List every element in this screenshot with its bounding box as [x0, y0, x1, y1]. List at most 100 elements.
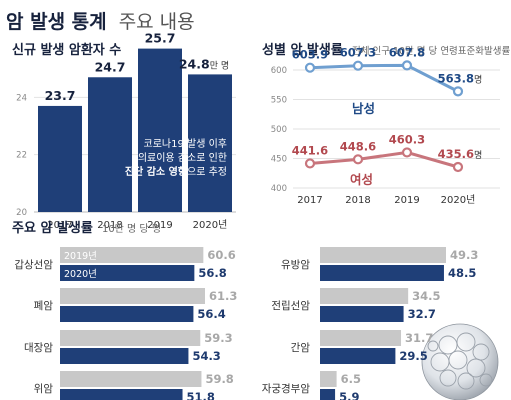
chart1-x-labels: 2017 2018 2019 2020년 [47, 219, 227, 231]
chart3-right-bars: 유방암 49.3 48.5 전립선암 34.5 32.7 간암 31.7 29.5 자궁경부암 6.… [262, 247, 478, 400]
chart2-value-label: 607.8 [389, 45, 425, 59]
bar-2019 [320, 247, 446, 263]
bar-2020 [60, 306, 194, 322]
chart2-y-tick: 500 [271, 125, 287, 135]
chart1-y-tick: 20 [16, 208, 27, 218]
chart2-title-block: 성별 암 발생률 전체 인구 10만 명 당 연령표준화발생률 [262, 42, 511, 58]
chart2-x-label: 2017 [297, 195, 322, 206]
bar-2020 [320, 389, 336, 400]
value-label-2019: 60.6 [207, 248, 235, 262]
chart1-annotation: 코로나19 발생 이후 의료이용 감소로 인한 진단 감소 영향으로 추정 [125, 138, 227, 178]
chart1-y-ticks: 20 22 24 [16, 93, 27, 218]
chart2-title: 성별 암 발생률 [262, 42, 343, 58]
chart1-title: 신규 발생 암환자 수 [12, 42, 121, 58]
value-label-2019: 59.3 [204, 331, 232, 345]
value-label-2020: 56.4 [197, 307, 225, 321]
chart2-point [352, 154, 364, 165]
category-label: 폐암 [34, 300, 54, 312]
value-label-2019: 34.5 [412, 289, 440, 303]
chart1-bars [38, 48, 232, 213]
chart2-point [352, 60, 364, 71]
chart3-subtitle: 10만 명 당 명 [102, 223, 161, 235]
bar-2019 [60, 247, 204, 263]
bar-2019 [320, 330, 402, 346]
category-label: 간암 [291, 342, 311, 354]
category-label: 갑상선암 [14, 259, 53, 271]
chart2-value-label: 460.3 [389, 132, 425, 146]
chart2-series-name: 여성 [350, 172, 373, 187]
chart2-x-label: 2018 [345, 195, 370, 206]
chart1-x-label: 2018 [97, 220, 122, 231]
page-title: 암 발생 통계 주요 내용 [6, 11, 195, 33]
chart1-value-label: 24.7 [95, 59, 126, 74]
bar-2020 [320, 306, 404, 322]
value-label-2019: 59.8 [205, 372, 233, 386]
value-label-2020: 51.8 [187, 390, 215, 400]
chart2-value-label: 448.6 [340, 139, 376, 153]
chart1-y-tick: 24 [16, 93, 27, 103]
chart3-title: 주요 암 발생률 [12, 220, 93, 236]
chart2-value-label: 435.6명 [438, 147, 483, 161]
chart1-x-label: 2017 [47, 220, 72, 231]
value-label-2019: 6.5 [341, 372, 361, 386]
chart2-y-ticks: 400 450 500 550 600 [271, 66, 287, 194]
bar-2020 [60, 348, 189, 364]
chart2-value-label: 607.3 [340, 46, 376, 60]
chart1-bar-3 [188, 74, 232, 213]
chart1-y-tick: 22 [16, 151, 27, 161]
value-label-2019: 61.3 [209, 289, 237, 303]
chart1-x-label: 2020년 [193, 219, 228, 231]
category-label: 전립선암 [271, 299, 310, 312]
chart1-value-label: 25.7 [145, 31, 176, 46]
chart1-x-label: 2019 [147, 220, 172, 231]
chart2-point [452, 161, 464, 173]
chart2-value-label: 563.8명 [438, 71, 483, 85]
chart3-title-block: 주요 암 발생률 10만 명 당 명 [12, 220, 161, 236]
chart2-gridlines [293, 69, 500, 189]
chart2-point [401, 60, 413, 71]
chart2-x-label: 2020년 [441, 194, 476, 206]
value-label-2020: 56.8 [198, 266, 226, 280]
bar-2020 [60, 265, 195, 281]
chart1-bar-0 [38, 105, 82, 212]
category-label: 위암 [34, 382, 54, 395]
chart2-point [401, 147, 413, 158]
bar-2020 [60, 389, 183, 400]
chart2-point [452, 86, 464, 97]
bar-2019 [320, 288, 409, 304]
chart2-series-name: 남성 [352, 101, 375, 116]
chart2-series-lines [304, 60, 464, 173]
annotation-line2: 의료이용 감소로 인한 [138, 152, 227, 164]
chart2-x-label: 2019 [394, 195, 419, 206]
bar-2020 [320, 348, 396, 364]
chart2-y-tick: 400 [271, 184, 287, 194]
chart2-point [304, 62, 316, 73]
value-label-2019: 49.3 [450, 248, 478, 262]
annotation-line3: 진단 감소 영향으로 추정 [125, 165, 227, 178]
legend-2019: 2019년 [64, 251, 97, 262]
chart2-value-label: 603.9 [292, 48, 328, 62]
category-label: 대장암 [24, 342, 53, 354]
value-label-2020: 48.5 [448, 266, 476, 280]
value-label-2020: 32.7 [408, 307, 436, 321]
chart2-x-labels: 2017 2018 2019 2020년 [297, 194, 475, 206]
chart1-value-label: 24.8만 명 [179, 56, 229, 71]
chart2-line-female [309, 150, 459, 169]
chart2-point [304, 158, 316, 169]
bar-2019 [60, 330, 201, 346]
legend-2020: 2020년 [64, 269, 97, 280]
chart1-bar-2 [138, 48, 182, 212]
value-label-2020: 54.3 [192, 349, 220, 363]
bar-2019 [320, 371, 337, 387]
chart1-bar-1 [88, 77, 132, 213]
bar-2019 [60, 371, 202, 387]
chart2-line-male [309, 63, 459, 93]
value-label-2020: 5.9 [339, 390, 359, 400]
chart1-value-label: 23.7 [45, 88, 76, 103]
chart2-y-tick: 450 [271, 155, 287, 165]
category-label: 유방암 [281, 259, 310, 271]
chart2-subtitle: 전체 인구 10만 명 당 연령표준화발생률 [352, 45, 511, 57]
chart2-value-label: 441.6 [292, 143, 328, 157]
